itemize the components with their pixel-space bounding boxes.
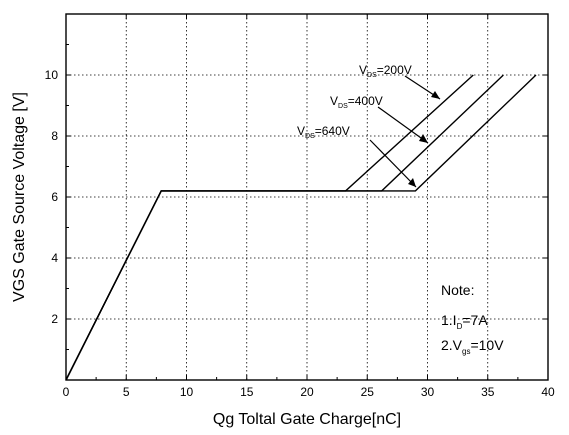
series-arrow-400v-head <box>419 134 428 143</box>
curves-layer <box>65 74 537 381</box>
y-tick-label: 10 <box>45 68 59 82</box>
series-label-200v-main: V <box>359 63 367 77</box>
series-label-640v-sub: DS <box>305 133 315 140</box>
series-label-400v: VDS=400V <box>330 94 429 144</box>
grid-layer <box>66 14 548 380</box>
ticks-layer: 0 5 10 15 20 25 30 35 40 2 4 6 8 10 <box>45 14 555 399</box>
x-tick-label: 0 <box>63 385 70 399</box>
y-tick-label: 4 <box>51 251 58 265</box>
x-tick-label: 15 <box>240 385 254 399</box>
y-tick-label: 6 <box>51 190 58 204</box>
series-line-2 <box>65 74 504 381</box>
note-line-2-sub: gs <box>462 347 470 356</box>
series-arrow-640v <box>369 139 417 188</box>
note-line-2-prefix: 2.V <box>441 337 463 353</box>
series-label-200v: VDS=200V <box>359 63 441 100</box>
series-label-400v-sub: DS <box>338 103 348 110</box>
x-tick-label: 35 <box>481 385 495 399</box>
svg-text:VDS=640V: VDS=640V <box>297 124 350 140</box>
series-label-400v-rest: =400V <box>348 94 383 108</box>
y-axis-title: VGS Gate Source Voltage [V] <box>11 92 28 302</box>
note-line-1-suffix: =7A <box>462 312 488 328</box>
x-tick-label: 30 <box>421 385 435 399</box>
series-label-640v-main: V <box>297 124 305 138</box>
series-arrow-200v-head <box>431 91 440 99</box>
y-tick-label: 8 <box>51 129 58 143</box>
series-label-640v: VDS=640V <box>297 124 417 188</box>
note-line-2: 2.Vgs=10V <box>441 337 504 356</box>
x-tick-label: 5 <box>123 385 130 399</box>
x-axis-title: Qg Toltal Gate Charge[nC] <box>213 411 401 428</box>
note-title: Note: <box>441 282 474 298</box>
svg-text:VDS=400V: VDS=400V <box>330 94 383 110</box>
series-arrow-400v <box>377 106 429 144</box>
series-line-1 <box>65 74 474 381</box>
note-box: Note: 1.ID=7A 2.Vgs=10V <box>441 282 504 356</box>
series-line-3 <box>65 74 537 381</box>
y-tick-label: 2 <box>51 312 58 326</box>
series-label-400v-main: V <box>330 94 338 108</box>
note-line-1: 1.ID=7A <box>441 312 488 331</box>
x-tick-label: 25 <box>361 385 375 399</box>
x-tick-label: 20 <box>300 385 314 399</box>
svg-text:VDS=200V: VDS=200V <box>359 63 412 79</box>
series-arrow-640v-head <box>408 178 416 187</box>
series-label-200v-rest: =200V <box>377 63 412 77</box>
note-line-2-suffix: =10V <box>470 337 504 353</box>
note-line-1-sub: D <box>457 322 463 331</box>
x-tick-label: 10 <box>180 385 194 399</box>
note-line-1-prefix: 1.I <box>441 312 457 328</box>
series-label-200v-sub: DS <box>367 72 377 79</box>
x-tick-label: 40 <box>541 385 555 399</box>
series-label-640v-rest: =640V <box>315 124 350 138</box>
